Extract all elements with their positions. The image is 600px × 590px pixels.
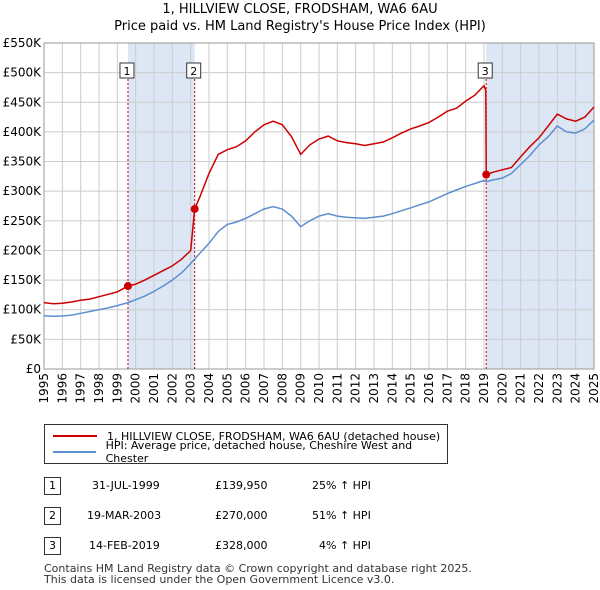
sale-price: £328,000 [215,539,268,552]
sale-number-badge: 1 [44,477,61,495]
y-tick-label: £400K [3,125,43,139]
x-tick-label: 1997 [74,373,88,404]
sale-label: 1 [123,65,130,78]
x-tick-label: 2017 [440,373,454,404]
y-tick-label: £300K [3,184,43,198]
y-tick-label: £50K [10,332,42,346]
x-tick-label: 2002 [165,373,179,404]
legend-hpi-swatch [53,451,96,453]
sale-point [190,204,199,213]
y-tick-label: £250K [3,214,43,228]
x-tick-label: 2022 [532,373,546,404]
x-tick-label: 1999 [110,373,124,404]
sale-date: 14-FEB-2019 [89,539,160,552]
table-row: 1 31-JUL-1999 £139,950 25% ↑ HPI [0,477,600,495]
x-tick-label: 2009 [294,373,308,404]
x-tick-label: 2007 [257,373,271,404]
legend-item-hpi: HPI: Average price, detached house, Ches… [53,439,447,465]
x-tick-label: 2013 [367,373,381,404]
sale-hpi-diff: 4% ↑ HPI [319,539,371,552]
legend-price-label: 1, HILLVIEW CLOSE, FRODSHAM, WA6 6AU (de… [107,429,441,443]
sale-hpi-diff: 51% ↑ HPI [312,509,371,522]
chart-subtitle: Price paid vs. HM Land Registry's House … [114,19,486,34]
y-tick-label: £550K [3,36,43,50]
x-tick-label: 1996 [55,373,69,404]
y-tick-label: £100K [3,303,43,317]
x-tick-label: 2025 [587,373,600,404]
sale-date: 19-MAR-2003 [87,509,162,522]
y-tick-label: £0 [26,362,41,376]
sale-point [482,170,491,179]
x-tick-label: 2010 [312,373,326,404]
legend-item-price: 1, HILLVIEW CLOSE, FRODSHAM, WA6 6AU (de… [53,428,440,444]
x-tick-label: 2018 [459,373,473,404]
x-tick-label: 2014 [385,373,399,404]
sale-point [123,282,132,291]
x-tick-label: 2020 [495,373,509,404]
sale-label: 2 [190,65,197,78]
y-tick-label: £500K [3,66,43,80]
sale-label-box [119,62,135,79]
x-tick-label: 2001 [147,373,161,404]
chart-title: 1, HILLVIEW CLOSE, FRODSHAM, WA6 6AU [162,2,438,17]
footer: Contains HM Land Registry data © Crown c… [44,563,472,585]
plot-border [43,42,595,370]
x-tick-label: 2019 [477,373,491,404]
sale-label-box [477,62,493,79]
x-tick-label: 2011 [330,373,344,404]
x-tick-label: 2016 [422,373,436,404]
x-tick-label: 2015 [404,373,418,404]
y-tick-label: £200K [3,243,43,257]
x-tick-label: 2024 [569,373,583,404]
legend-hpi-label: HPI: Average price, detached house, Ches… [105,439,413,465]
x-tick-label: 2021 [514,373,528,404]
y-tick-label: £450K [3,95,43,109]
sale-hpi-diff: 25% ↑ HPI [312,479,371,492]
sale-number-badge: 2 [44,507,61,525]
sale-label: 3 [482,65,489,78]
x-tick-label: 2005 [220,373,234,404]
hpi-line [43,119,595,317]
sale-price: £270,000 [215,509,268,522]
table-row: 2 19-MAR-2003 £270,000 51% ↑ HPI [0,507,600,525]
price-paid-line [43,84,595,305]
x-tick-label: 2004 [202,373,216,404]
x-tick-label: 2003 [184,373,198,404]
legend-price-swatch [53,435,97,437]
x-tick-label: 2008 [275,373,289,404]
x-tick-label: 2000 [129,373,143,404]
ownership-shade [127,43,195,369]
legend: 1, HILLVIEW CLOSE, FRODSHAM, WA6 6AU (de… [44,424,448,465]
x-tick-label: 2012 [349,373,363,404]
x-tick-label: 2023 [550,373,564,404]
sale-price: £139,950 [215,479,268,492]
table-row: 3 14-FEB-2019 £328,000 4% ↑ HPI [0,537,600,555]
sale-number-badge: 3 [44,537,61,555]
price-chart: £0 £50K £100K £150K £200K £250K £300K £350K £400… [3,36,600,404]
x-tick-label: 2006 [239,373,253,404]
y-tick-label: £150K [3,273,43,287]
sale-date: 31-JUL-1999 [92,479,160,492]
footer-copyright: Contains HM Land Registry data © Crown c… [44,562,472,575]
x-tick-label: 1995 [37,373,51,404]
footer-licence: This data is licensed under the Open Gov… [44,573,395,586]
sale-label-box [186,62,202,79]
x-tick-label: 1998 [92,373,106,404]
y-tick-label: £350K [3,155,43,169]
